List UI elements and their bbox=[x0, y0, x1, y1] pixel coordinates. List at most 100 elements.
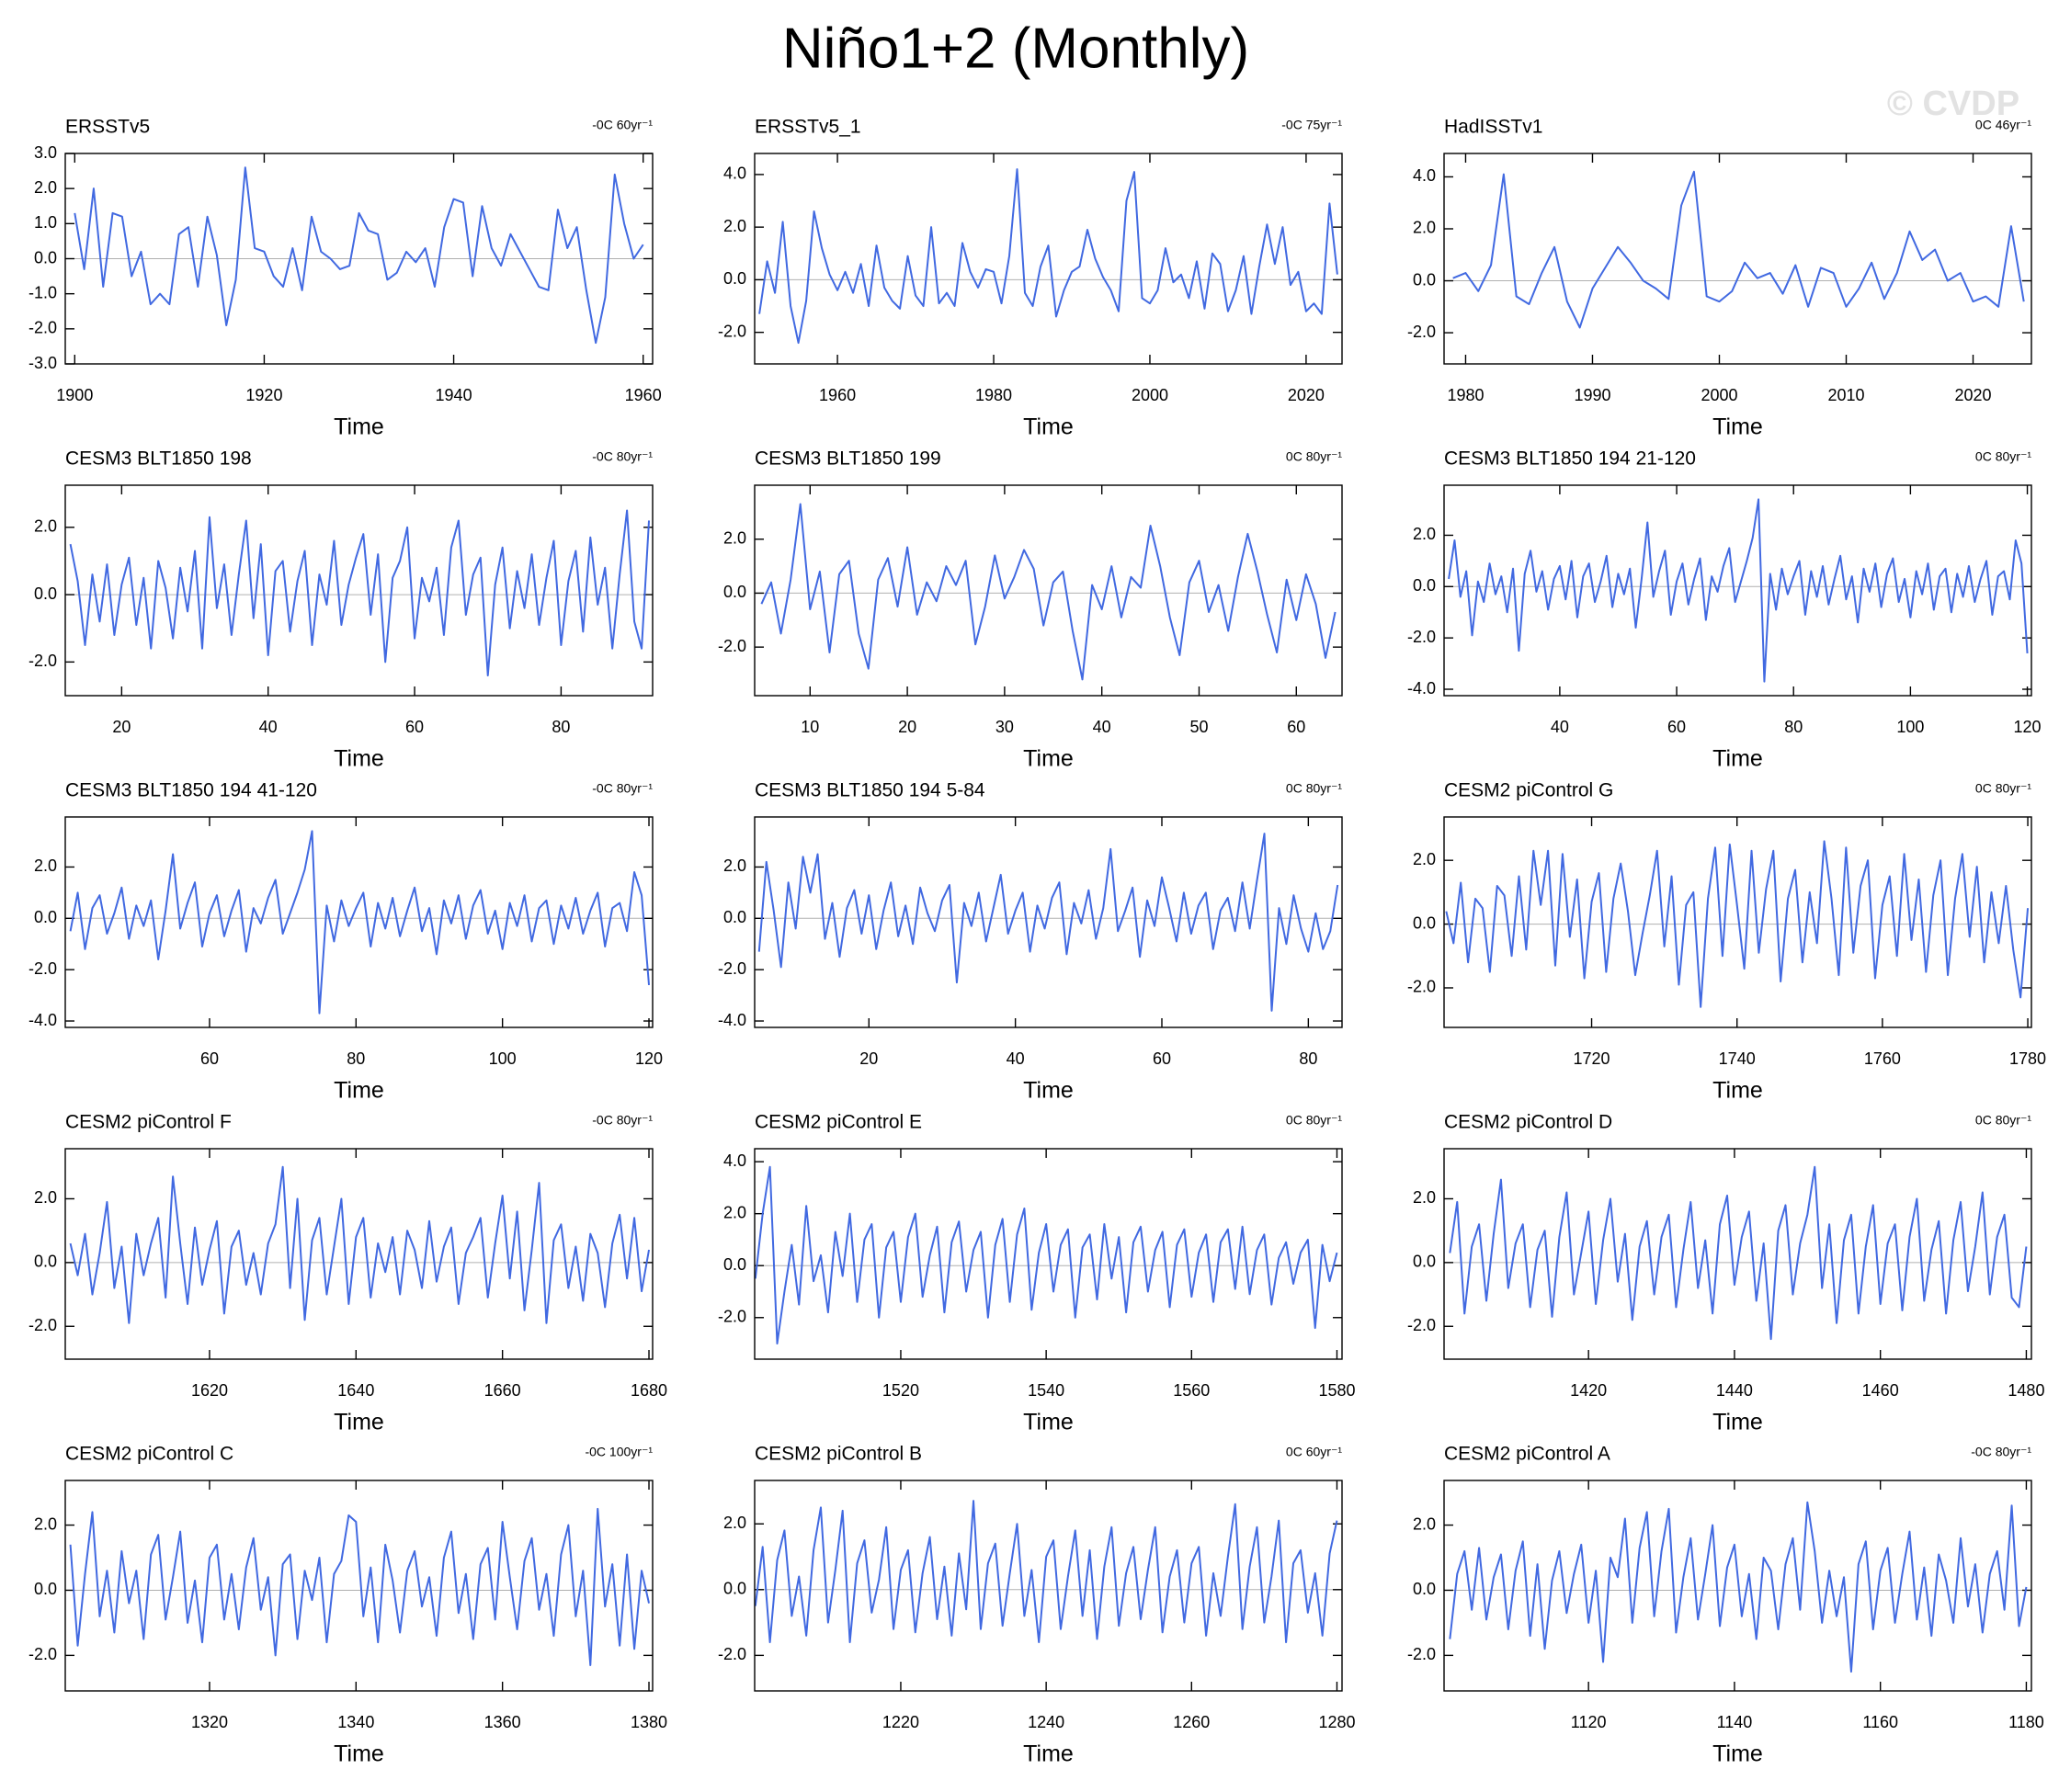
trend-annotation: -0C 80yr⁻¹ bbox=[1971, 1445, 2031, 1459]
y-tick-label: 3.0 bbox=[34, 143, 57, 162]
x-axis-label: Time bbox=[1023, 1741, 1074, 1767]
panel-title: CESM2 piControl G bbox=[1444, 780, 1613, 801]
x-tick-label: 1440 bbox=[1716, 1381, 1753, 1400]
plot-frame bbox=[754, 1148, 1343, 1360]
y-tick-label: 4.0 bbox=[723, 164, 746, 183]
x-axis-label: Time bbox=[1712, 414, 1763, 440]
panel-title: CESM3 BLT1850 194 5-84 bbox=[755, 780, 985, 801]
plot-frame bbox=[1443, 153, 2032, 365]
y-tick-label: 0.0 bbox=[1413, 1253, 1436, 1271]
plot-frame bbox=[754, 1480, 1343, 1692]
data-line bbox=[757, 833, 1339, 1012]
y-tick-label: -2.0 bbox=[28, 319, 57, 337]
x-tick-label: 1120 bbox=[1571, 1713, 1607, 1731]
y-tick-label: -2.0 bbox=[718, 1645, 746, 1663]
x-tick-label: 1240 bbox=[1028, 1713, 1064, 1731]
data-line bbox=[69, 830, 651, 1015]
y-tick-label: -2.0 bbox=[1407, 323, 1436, 341]
x-tick-label: 80 bbox=[347, 1049, 365, 1068]
x-tick-label: 20 bbox=[859, 1049, 878, 1068]
x-axis-label: Time bbox=[1023, 1078, 1074, 1104]
y-tick-label: 0.0 bbox=[723, 1255, 746, 1274]
x-tick-label: 60 bbox=[1153, 1049, 1171, 1068]
x-tick-label: 1160 bbox=[1862, 1713, 1898, 1731]
plot-frame bbox=[64, 1480, 654, 1692]
x-tick-label: 1340 bbox=[337, 1713, 374, 1731]
y-tick-label: -4.0 bbox=[1407, 679, 1436, 698]
y-tick-label: 2.0 bbox=[34, 1514, 57, 1533]
data-line bbox=[69, 509, 651, 677]
trend-annotation: 0C 80yr⁻¹ bbox=[1286, 449, 1342, 464]
y-tick-label: -4.0 bbox=[28, 1011, 57, 1029]
trend-annotation: 0C 80yr⁻¹ bbox=[1975, 781, 2031, 796]
x-axis-label: Time bbox=[1023, 414, 1074, 440]
x-tick-label: 1480 bbox=[2008, 1381, 2044, 1400]
y-tick-label: -2.0 bbox=[1407, 1316, 1436, 1334]
x-tick-label: 2020 bbox=[1954, 386, 1991, 404]
y-tick-label: -2.0 bbox=[1407, 978, 1436, 996]
panel-title: CESM3 BLT1850 198 bbox=[65, 448, 252, 470]
x-tick-label: 2000 bbox=[1132, 386, 1168, 404]
x-tick-label: 1920 bbox=[245, 386, 282, 404]
x-tick-label: 1960 bbox=[819, 386, 856, 404]
x-tick-label: 1380 bbox=[631, 1713, 667, 1731]
x-tick-label: 2020 bbox=[1288, 386, 1325, 404]
x-tick-label: 100 bbox=[1896, 718, 1924, 736]
x-tick-label: 2000 bbox=[1701, 386, 1737, 404]
x-axis-label: Time bbox=[1023, 746, 1074, 772]
panel-title: HadISSTv1 bbox=[1444, 117, 1542, 138]
y-tick-label: 0.0 bbox=[34, 248, 57, 267]
panel-title: CESM2 piControl D bbox=[1444, 1112, 1612, 1133]
x-axis-label: Time bbox=[1712, 1078, 1763, 1104]
x-tick-label: 1640 bbox=[337, 1381, 374, 1400]
x-tick-label: 30 bbox=[995, 718, 1014, 736]
x-axis-label: Time bbox=[1712, 746, 1763, 772]
x-tick-label: 80 bbox=[1299, 1049, 1317, 1068]
plot-frame bbox=[1443, 484, 2032, 697]
plot-frame bbox=[64, 816, 654, 1028]
x-tick-label: 60 bbox=[200, 1049, 219, 1068]
x-tick-label: 80 bbox=[1784, 718, 1803, 736]
x-tick-label: 120 bbox=[2014, 718, 2042, 736]
plot-frame bbox=[64, 153, 654, 365]
x-tick-label: 1720 bbox=[1574, 1049, 1610, 1068]
trend-annotation: 0C 80yr⁻¹ bbox=[1975, 1113, 2031, 1128]
x-axis-label: Time bbox=[334, 1078, 384, 1104]
y-tick-label: 0.0 bbox=[723, 1580, 746, 1598]
x-tick-label: 1760 bbox=[1864, 1049, 1901, 1068]
x-tick-label: 60 bbox=[1667, 718, 1686, 736]
y-tick-label: -2.0 bbox=[718, 637, 746, 655]
trend-annotation: 0C 46yr⁻¹ bbox=[1975, 118, 2031, 132]
y-tick-label: 4.0 bbox=[1413, 166, 1436, 185]
x-axis-label: Time bbox=[334, 414, 384, 440]
y-tick-label: 0.0 bbox=[723, 269, 746, 288]
data-line bbox=[1445, 840, 2030, 1008]
trend-annotation: 0C 60yr⁻¹ bbox=[1286, 1445, 1342, 1459]
figure-title: Niño1+2 (Monthly) bbox=[782, 17, 1249, 80]
x-tick-label: 1140 bbox=[1717, 1713, 1753, 1731]
trend-annotation: 0C 80yr⁻¹ bbox=[1286, 781, 1342, 796]
data-line bbox=[1449, 1501, 2028, 1673]
y-tick-label: 2.0 bbox=[723, 217, 746, 235]
panel-title: CESM2 piControl E bbox=[755, 1112, 922, 1133]
plot-frame bbox=[64, 1148, 654, 1360]
y-tick-label: -2.0 bbox=[28, 652, 57, 670]
y-tick-label: 0.0 bbox=[723, 583, 746, 601]
y-tick-label: -2.0 bbox=[28, 1645, 57, 1663]
x-tick-label: 1660 bbox=[484, 1381, 521, 1400]
x-tick-label: 1960 bbox=[625, 386, 662, 404]
x-tick-label: 1420 bbox=[1570, 1381, 1607, 1400]
trend-annotation: 0C 80yr⁻¹ bbox=[1975, 449, 2031, 464]
panel-title: CESM2 piControl C bbox=[65, 1444, 233, 1465]
y-tick-label: 0.0 bbox=[1413, 576, 1436, 595]
plot-frame bbox=[1443, 816, 2032, 1028]
y-tick-label: 2.0 bbox=[34, 517, 57, 536]
y-tick-label: 2.0 bbox=[34, 856, 57, 875]
y-tick-label: -3.0 bbox=[28, 354, 57, 372]
y-tick-label: 2.0 bbox=[723, 1203, 746, 1221]
y-tick-label: 0.0 bbox=[34, 1580, 57, 1598]
x-axis-label: Time bbox=[1712, 1410, 1763, 1435]
y-tick-label: 0.0 bbox=[723, 908, 746, 926]
y-tick-label: 2.0 bbox=[1413, 219, 1436, 237]
